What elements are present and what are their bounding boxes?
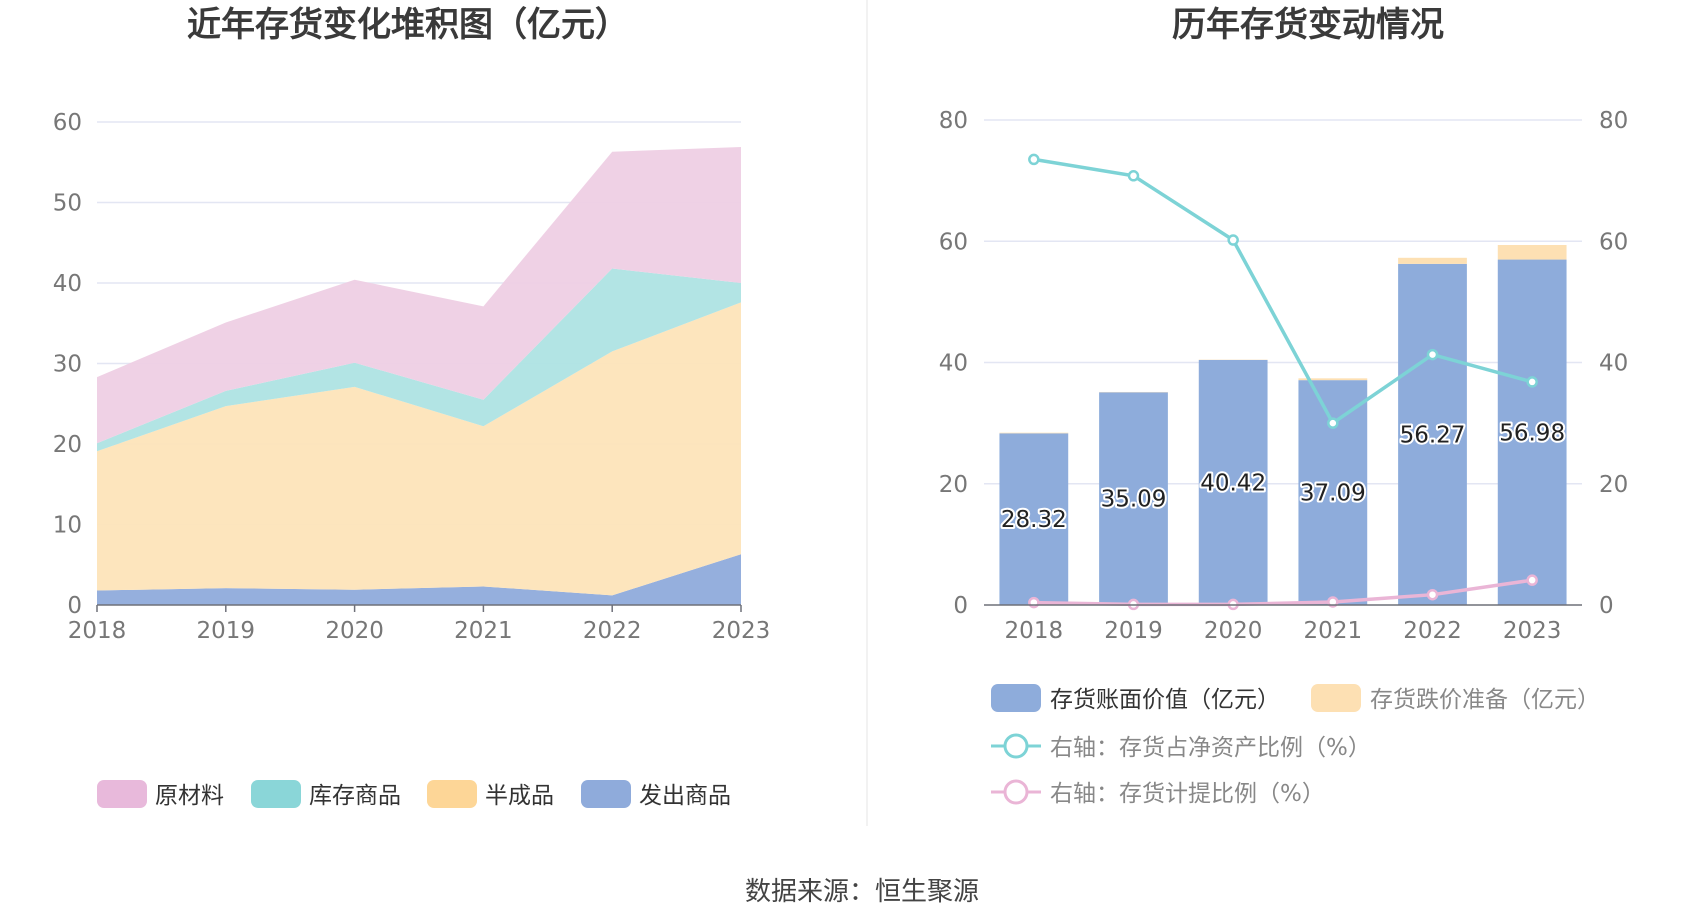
bar-value-label: 28.32 <box>1001 507 1067 533</box>
legend-label: 存货账面价值（亿元） <box>1050 687 1280 713</box>
x-tick-label: 2018 <box>68 618 127 644</box>
y-tick-label: 60 <box>53 110 82 136</box>
left-legend[interactable]: 原材料 库存商品 半成品 发出商品 <box>97 780 731 809</box>
right-bar-labels: 28.32 35.09 40.42 37.09 56.27 56.98 <box>999 418 1567 535</box>
line-point <box>1426 588 1439 601</box>
y2-tick-label: 0 <box>1599 593 1614 619</box>
right-axes: 0 20 40 60 80 0 20 40 60 80 2018 2019 2020 2021 2022 20… <box>939 108 1629 644</box>
bar-value-label: 35.09 <box>1101 487 1167 513</box>
legend-swatch <box>581 780 631 808</box>
line-point <box>1526 574 1538 586</box>
legend-label: 发出商品 <box>639 783 731 809</box>
line-右轴：存货计提比例（%） <box>1033 578 1533 607</box>
y-tick-label: 0 <box>67 593 82 619</box>
x-tick-label: 2023 <box>712 618 771 644</box>
line-point <box>1127 170 1140 182</box>
legend-swatch <box>427 780 477 808</box>
y-tick-label: 50 <box>53 191 82 217</box>
y-tick-label: 20 <box>939 472 968 498</box>
y2-tick-label: 20 <box>1599 472 1628 498</box>
left-area-layers <box>97 146 741 605</box>
y-tick-label: 40 <box>939 351 968 377</box>
x-tick-label: 2021 <box>1304 618 1363 644</box>
legend-label: 库存商品 <box>309 783 401 809</box>
y-tick-label: 40 <box>53 271 82 297</box>
x-tick-label: 2023 <box>1503 618 1562 644</box>
bar-book-value <box>1198 359 1268 605</box>
x-tick-label: 2020 <box>1204 618 1263 644</box>
left-axes: 0 10 20 30 40 50 60 2018 2019 2020 2021 2022 2023 <box>53 110 771 644</box>
x-tick-label: 2022 <box>1403 618 1462 644</box>
bar-book-value <box>999 433 1069 605</box>
bar-book-value <box>1099 392 1168 605</box>
bar-book-value <box>1398 263 1467 605</box>
bar-impairment <box>1497 245 1567 260</box>
right-chart-title: 历年存货变动情况 <box>1172 5 1444 45</box>
line-point <box>1327 417 1339 429</box>
right-gridlines <box>984 119 1582 485</box>
area-库存商品 <box>97 268 741 452</box>
bar-value-label: 56.27 <box>1400 422 1466 448</box>
line-point <box>1227 234 1239 246</box>
y2-tick-label: 40 <box>1599 351 1628 377</box>
line-point <box>1327 596 1339 608</box>
legend-item[interactable]: 右轴：存货占净资产比例（%） <box>991 733 1371 761</box>
y-tick-label: 80 <box>939 108 968 134</box>
legend-label: 存货跌价准备（亿元） <box>1370 687 1600 713</box>
area-半成品 <box>97 302 741 596</box>
legend-label: 原材料 <box>155 783 224 809</box>
y-tick-label: 30 <box>53 352 82 378</box>
x-tick-label: 2022 <box>583 618 642 644</box>
legend-item[interactable]: 存货账面价值（亿元） <box>991 684 1280 713</box>
line-右轴：存货占净资产比例（%） <box>1033 157 1533 426</box>
legend-item-原材料[interactable]: 原材料 <box>97 780 224 809</box>
line-point <box>1028 153 1040 166</box>
legend-swatch <box>1311 684 1361 712</box>
legend-label: 半成品 <box>485 783 554 809</box>
bar-value-label: 37.09 <box>1300 481 1366 507</box>
left-chart-title: 近年存货变化堆积图（亿元） <box>187 5 629 45</box>
bar-value-label: 56.98 <box>1499 420 1565 446</box>
y-tick-label: 10 <box>53 513 82 539</box>
x-tick-label: 2019 <box>1104 618 1163 644</box>
legend-item[interactable]: 右轴：存货计提比例（%） <box>991 779 1325 807</box>
line-point <box>1426 348 1439 361</box>
legend-label: 右轴：存货计提比例（%） <box>1050 781 1325 807</box>
legend-item-半成品[interactable]: 半成品 <box>427 780 554 809</box>
legend-circle-swatch <box>1003 733 1029 759</box>
bar-value-label: 40.42 <box>1200 470 1266 496</box>
legend-item-库存商品[interactable]: 库存商品 <box>251 780 401 809</box>
y-tick-label: 0 <box>953 593 968 619</box>
bar-impairment <box>1398 257 1467 264</box>
y2-tick-label: 60 <box>1599 229 1628 255</box>
y-tick-label: 60 <box>939 229 968 255</box>
legend-swatch <box>97 780 147 808</box>
y2-tick-label: 80 <box>1599 108 1628 134</box>
right-bars <box>999 245 1567 605</box>
legend-swatch <box>991 684 1041 712</box>
legend-item[interactable]: 存货跌价准备（亿元） <box>1311 684 1600 713</box>
x-tick-label: 2020 <box>325 618 384 644</box>
data-source: 数据来源：恒生聚源 <box>745 877 979 907</box>
legend-item-发出商品[interactable]: 发出商品 <box>581 780 731 809</box>
line-point <box>1526 376 1538 388</box>
bar-book-value <box>1497 259 1567 605</box>
x-tick-label: 2018 <box>1005 618 1064 644</box>
right-legend[interactable]: 存货账面价值（亿元） 存货跌价准备（亿元） 右轴：存货占净资产比例（%） 右轴：存货计… <box>991 684 1600 807</box>
bar-impairment <box>999 432 1069 434</box>
x-tick-label: 2019 <box>197 618 256 644</box>
legend-circle-swatch <box>1003 779 1029 805</box>
y-tick-label: 20 <box>53 432 82 458</box>
stacked-area-chart: 近年存货变化堆积图（亿元） 0 10 20 30 40 50 60 2018 2019 2020 2… <box>53 5 771 809</box>
area-发出商品 <box>97 554 741 605</box>
legend-label: 右轴：存货占净资产比例（%） <box>1050 735 1371 761</box>
x-tick-label: 2021 <box>454 618 513 644</box>
legend-swatch <box>251 780 301 808</box>
area-原材料 <box>97 146 741 444</box>
bar-impairment <box>1298 378 1368 381</box>
